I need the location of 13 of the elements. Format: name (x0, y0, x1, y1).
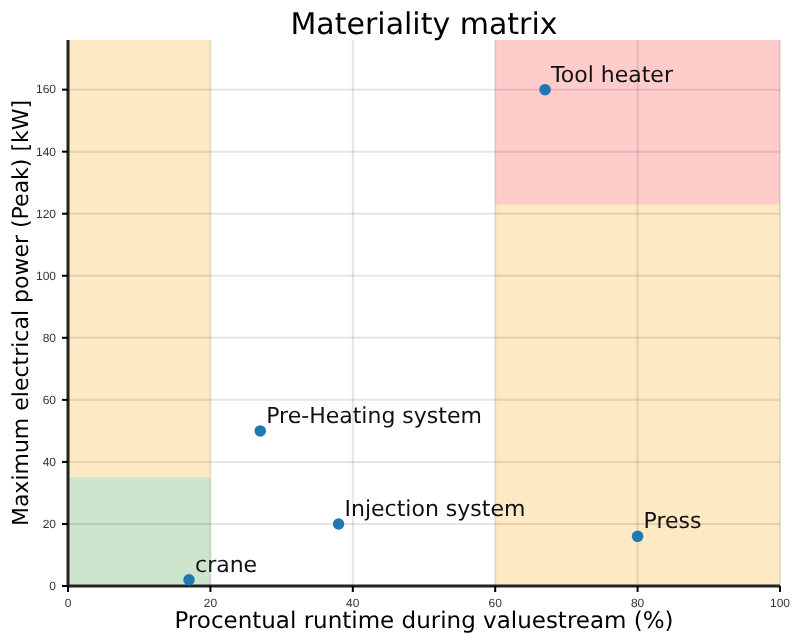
annotation: Press (643, 508, 703, 535)
annotation: Injection system (344, 495, 526, 522)
x-axis-title: Procentual runtime during valuestream (%) (174, 606, 674, 634)
point (539, 83, 551, 96)
point (254, 425, 266, 437)
point (631, 530, 644, 543)
annotation: Pre-Heating system (266, 402, 482, 429)
chart-title: Materiality matrix (290, 6, 558, 42)
point (183, 574, 195, 586)
point (332, 518, 345, 530)
annotation: Tool heater (549, 61, 674, 88)
annotation: crane (195, 551, 258, 578)
y-axis-title: Maximum electrical power (Peak) [kW] (8, 99, 34, 527)
